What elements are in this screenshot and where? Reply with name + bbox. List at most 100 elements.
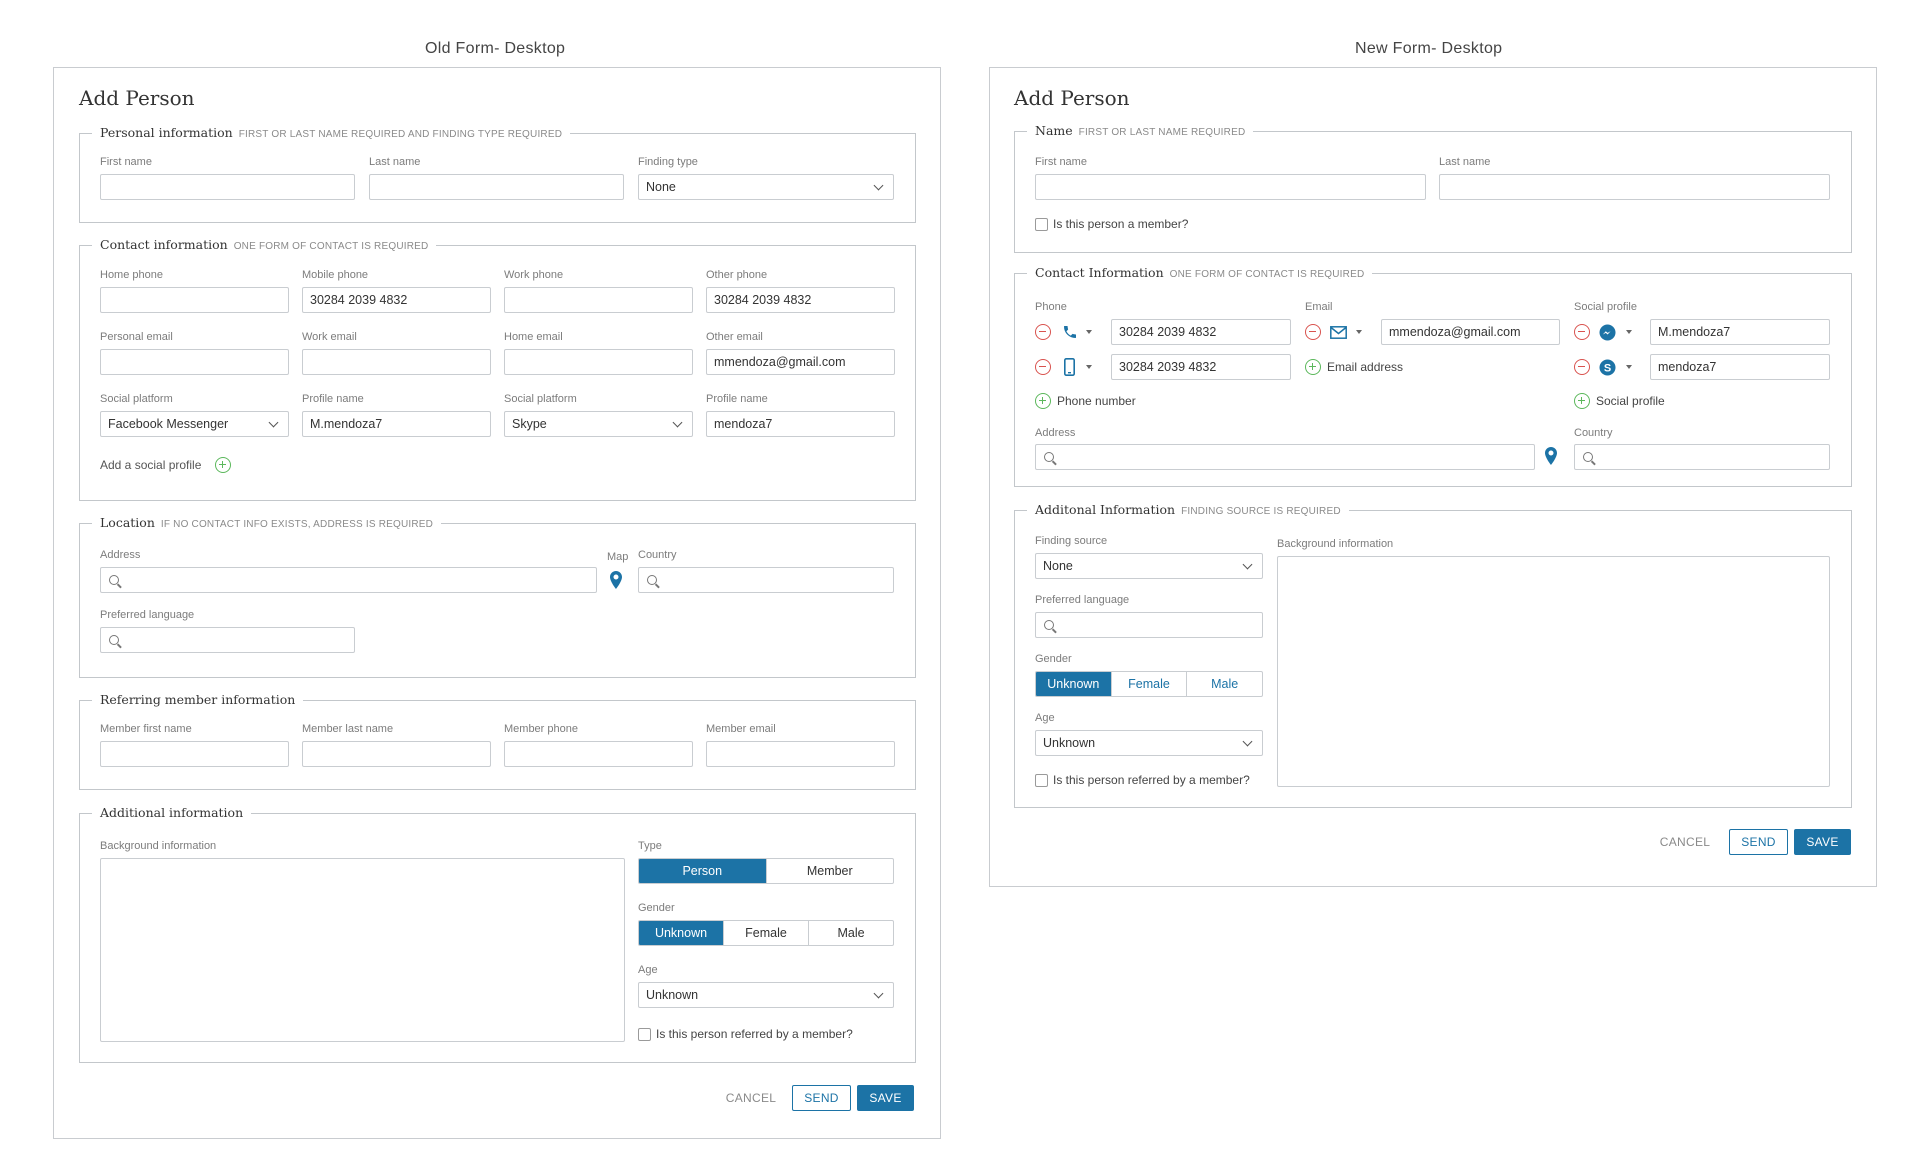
preferred-language-input[interactable] bbox=[1035, 612, 1263, 638]
add-phone-icon[interactable] bbox=[1035, 393, 1051, 409]
map-pin-icon[interactable] bbox=[610, 571, 622, 589]
home-email-input[interactable] bbox=[504, 349, 693, 375]
email-type-caret[interactable] bbox=[1356, 330, 1362, 334]
remove-social-icon[interactable] bbox=[1574, 324, 1590, 340]
other-phone-label: Other phone bbox=[706, 269, 768, 281]
save-button[interactable]: SAVE bbox=[1794, 829, 1851, 855]
social-platform-select[interactable]: Facebook Messenger bbox=[100, 411, 289, 437]
is-member-label: Is this person a member? bbox=[1053, 217, 1189, 231]
add-phone-label[interactable]: Phone number bbox=[1057, 394, 1136, 408]
gender-unknown-option[interactable]: Unknown bbox=[1036, 672, 1111, 696]
work-email-input[interactable] bbox=[302, 349, 491, 375]
home-phone-input[interactable] bbox=[100, 287, 289, 313]
country-search-input[interactable] bbox=[638, 567, 894, 593]
last-name-input[interactable] bbox=[369, 174, 624, 200]
social-type-caret[interactable] bbox=[1626, 365, 1632, 369]
send-button[interactable]: SEND bbox=[792, 1085, 851, 1111]
phone-input-2[interactable]: 30284 2039 4832 bbox=[1111, 354, 1291, 380]
last-name-input[interactable] bbox=[1439, 174, 1830, 200]
first-name-input[interactable] bbox=[100, 174, 355, 200]
add-social-icon[interactable] bbox=[1574, 393, 1590, 409]
personal-email-input[interactable] bbox=[100, 349, 289, 375]
profile-name-input[interactable]: M.mendoza7 bbox=[302, 411, 491, 437]
add-social-profile-icon[interactable] bbox=[215, 457, 231, 473]
address-search-input[interactable] bbox=[100, 567, 597, 593]
work-email-label: Work email bbox=[302, 331, 357, 343]
referred-checkbox[interactable] bbox=[1035, 774, 1048, 787]
gender-unknown-option[interactable]: Unknown bbox=[639, 921, 723, 945]
gender-male-option[interactable]: Male bbox=[1186, 672, 1262, 696]
last-name-label: Last name bbox=[369, 156, 421, 168]
contact-info-section: Contact information ONE FORM OF CONTACT I… bbox=[79, 237, 916, 501]
member-first-name-input[interactable] bbox=[100, 741, 289, 767]
gender-female-option[interactable]: Female bbox=[723, 921, 808, 945]
phone-input-1[interactable]: 30284 2039 4832 bbox=[1111, 319, 1291, 345]
search-icon bbox=[1044, 620, 1054, 630]
country-label: Country bbox=[638, 549, 677, 561]
referred-checkbox[interactable] bbox=[638, 1028, 651, 1041]
member-email-input[interactable] bbox=[706, 741, 895, 767]
gender-male-option[interactable]: Male bbox=[808, 921, 893, 945]
section-title: Additional information bbox=[100, 805, 244, 820]
work-phone-input[interactable] bbox=[504, 287, 693, 313]
add-email-icon[interactable] bbox=[1305, 359, 1321, 375]
section-title: Personal information bbox=[100, 125, 233, 140]
cancel-button[interactable]: CANCEL bbox=[725, 1091, 777, 1105]
country-search-input[interactable] bbox=[1574, 444, 1830, 470]
mobile-icon[interactable] bbox=[1064, 358, 1075, 376]
add-social-label[interactable]: Social profile bbox=[1596, 394, 1665, 408]
social-input-1[interactable]: M.mendoza7 bbox=[1650, 319, 1830, 345]
remove-phone-icon[interactable] bbox=[1035, 359, 1051, 375]
gender-toggle[interactable]: Unknown Female Male bbox=[1035, 671, 1263, 697]
phone-icon[interactable] bbox=[1062, 324, 1078, 340]
cancel-button[interactable]: CANCEL bbox=[1659, 835, 1711, 849]
first-name-input[interactable] bbox=[1035, 174, 1426, 200]
finding-type-select[interactable]: None bbox=[638, 174, 894, 200]
add-social-profile-label[interactable]: Add a social profile bbox=[100, 458, 202, 472]
remove-phone-icon[interactable] bbox=[1035, 324, 1051, 340]
finding-source-select[interactable]: None bbox=[1035, 553, 1263, 579]
messenger-icon[interactable] bbox=[1599, 324, 1616, 341]
preferred-language-input[interactable] bbox=[100, 627, 355, 653]
social-input-2[interactable]: mendoza7 bbox=[1650, 354, 1830, 380]
email-icon[interactable] bbox=[1330, 326, 1347, 339]
referring-member-section: Referring member information Member firs… bbox=[79, 692, 916, 790]
section-title: Name bbox=[1035, 123, 1073, 138]
background-info-textarea[interactable] bbox=[1277, 556, 1830, 787]
background-info-textarea[interactable] bbox=[100, 858, 625, 1042]
remove-social-icon[interactable] bbox=[1574, 359, 1590, 375]
type-person-option[interactable]: Person bbox=[639, 859, 766, 883]
send-button[interactable]: SEND bbox=[1729, 829, 1788, 855]
gender-female-option[interactable]: Female bbox=[1110, 672, 1187, 696]
phone-type-caret[interactable] bbox=[1086, 330, 1092, 334]
phone-type-caret[interactable] bbox=[1086, 365, 1092, 369]
is-member-checkbox[interactable] bbox=[1035, 218, 1048, 231]
last-name-label: Last name bbox=[1439, 156, 1491, 168]
profile-name-input[interactable]: mendoza7 bbox=[706, 411, 895, 437]
save-button[interactable]: SAVE bbox=[857, 1085, 914, 1111]
gender-label: Gender bbox=[638, 902, 675, 914]
skype-icon[interactable]: S bbox=[1599, 359, 1616, 376]
social-type-caret[interactable] bbox=[1626, 330, 1632, 334]
old-form-panel: Add Person Personal information FIRST OR … bbox=[53, 67, 941, 1139]
type-toggle[interactable]: Person Member bbox=[638, 858, 894, 884]
email-input-1[interactable]: mmendoza@gmail.com bbox=[1381, 319, 1560, 345]
other-phone-input[interactable]: 30284 2039 4832 bbox=[706, 287, 895, 313]
add-email-label[interactable]: Email address bbox=[1327, 360, 1404, 374]
section-note: FIRST OR LAST NAME REQUIRED AND FINDING … bbox=[238, 129, 563, 140]
member-last-name-input[interactable] bbox=[302, 741, 491, 767]
social-platform-select[interactable]: Skype bbox=[504, 411, 693, 437]
map-pin-icon[interactable] bbox=[1545, 447, 1557, 465]
remove-email-icon[interactable] bbox=[1305, 324, 1321, 340]
member-phone-input[interactable] bbox=[504, 741, 693, 767]
referred-checkbox-label: Is this person referred by a member? bbox=[1053, 773, 1250, 787]
other-email-input[interactable]: mmendoza@gmail.com bbox=[706, 349, 895, 375]
age-select[interactable]: Unknown bbox=[1035, 730, 1263, 756]
type-member-option[interactable]: Member bbox=[765, 859, 894, 883]
mobile-phone-input[interactable]: 30284 2039 4832 bbox=[302, 287, 491, 313]
search-icon bbox=[647, 575, 657, 585]
gender-toggle[interactable]: Unknown Female Male bbox=[638, 920, 894, 946]
age-select[interactable]: Unknown bbox=[638, 982, 894, 1008]
personal-info-section: Personal information FIRST OR LAST NAME R… bbox=[79, 125, 916, 223]
address-search-input[interactable] bbox=[1035, 444, 1535, 470]
